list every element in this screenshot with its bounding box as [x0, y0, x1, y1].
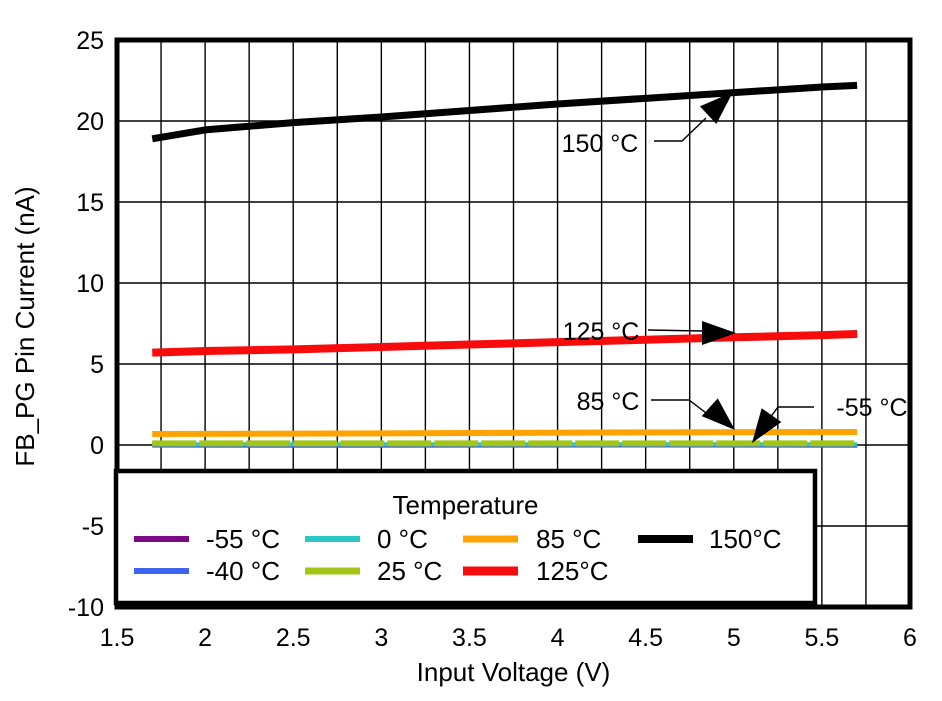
annotation-label: 150 °C [562, 130, 639, 158]
series-150°C [151, 81, 858, 143]
legend-label-150°C: 150°C [709, 524, 782, 554]
y-tick-label: 20 [76, 108, 104, 136]
annotation-arrowhead [702, 321, 736, 345]
y-tick-label: 5 [90, 351, 104, 379]
y-tick-label: -10 [68, 594, 104, 622]
series-125°C [152, 330, 858, 357]
legend: Temperature -55 °C 0 °C 85 °C 150°C -40 °C 25 … [113, 468, 818, 606]
legend-label-25°C: 25 °C [377, 556, 442, 586]
y-tick-label: 10 [76, 270, 104, 298]
x-tick-label: 1.5 [100, 624, 135, 652]
y-tick-label: -5 [82, 513, 104, 541]
legend-label--55°C: -55 °C [206, 524, 280, 554]
legend-label--40°C: -40 °C [206, 556, 280, 586]
x-tick-label: 3 [374, 624, 388, 652]
annotation-leader [651, 399, 711, 417]
annotation-arrowhead [752, 408, 782, 443]
annotation-arrowhead [701, 398, 735, 430]
x-tick-label: 4.5 [628, 624, 663, 652]
legend-box [113, 468, 818, 606]
axis-ticks: 1.5 2 2.5 3 3.5 4 4.5 5 5.5 6 25 20 15 10 5 0 -5 -10 [68, 27, 917, 652]
x-tick-label: 5.5 [805, 624, 840, 652]
annotation-label: -55 °C [836, 394, 907, 422]
annotation-label: 85 °C [577, 388, 640, 416]
legend-label-85°C: 85 °C [536, 524, 601, 554]
annotation-label: 125 °C [563, 318, 640, 346]
x-tick-label: 2.5 [276, 624, 311, 652]
annotation-arrowhead [699, 92, 733, 124]
x-tick-label: 6 [903, 624, 917, 652]
y-tick-label: 0 [90, 432, 104, 460]
plot-border [114, 37, 913, 610]
series-85°C [152, 429, 858, 437]
x-tick-label: 3.5 [452, 624, 487, 652]
legend-label-0°C: 0 °C [377, 524, 428, 554]
x-axis-label: Input Voltage (V) [417, 657, 611, 687]
legend-title: Temperature [393, 490, 539, 520]
legend-label-125°C: 125°C [536, 556, 609, 586]
annotation-150°C: 150 °C [562, 92, 733, 158]
x-tick-label: 4 [551, 624, 565, 652]
annotation-leader [647, 329, 703, 332]
annotation-125°C: 125 °C [563, 318, 736, 346]
y-axis-label: FB_PG Pin Current (nA) [10, 186, 40, 466]
x-tick-label: 5 [727, 624, 741, 652]
x-tick-label: 2 [198, 624, 212, 652]
annotation-85°C: 85 °C [577, 388, 735, 430]
annotation-leader [654, 117, 707, 142]
y-tick-label: 25 [76, 27, 104, 55]
annotation--55°C: -55 °C [752, 394, 908, 443]
y-tick-label: 15 [76, 189, 104, 217]
